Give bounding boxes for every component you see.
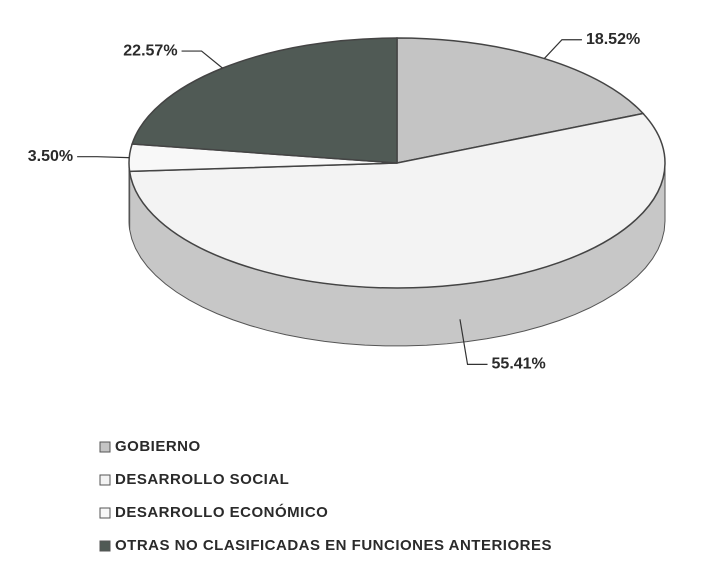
data-label: 55.41% [492, 356, 546, 373]
pie-slice [396, 37, 645, 164]
leader-line [459, 319, 488, 365]
legend-swatch [99, 474, 111, 486]
legend-label: GOBIERNO [115, 438, 201, 455]
legend-swatch [99, 507, 111, 519]
pie-slice [128, 112, 666, 289]
data-label: 18.52% [586, 31, 640, 48]
legend-swatch [99, 540, 111, 552]
legend-swatch [99, 441, 111, 453]
data-label: 22.57% [123, 42, 177, 59]
leader-line [543, 39, 582, 59]
legend-label: DESARROLLO ECONÓMICO [115, 503, 328, 521]
leader-line [181, 50, 223, 69]
leader-line [77, 156, 130, 159]
legend-label: OTRAS NO CLASIFICADAS EN FUNCIONES ANTER… [115, 537, 552, 554]
data-label: 3.50% [28, 148, 73, 165]
pie-slice [131, 37, 398, 164]
legend-label: DESARROLLO SOCIAL [115, 471, 289, 488]
